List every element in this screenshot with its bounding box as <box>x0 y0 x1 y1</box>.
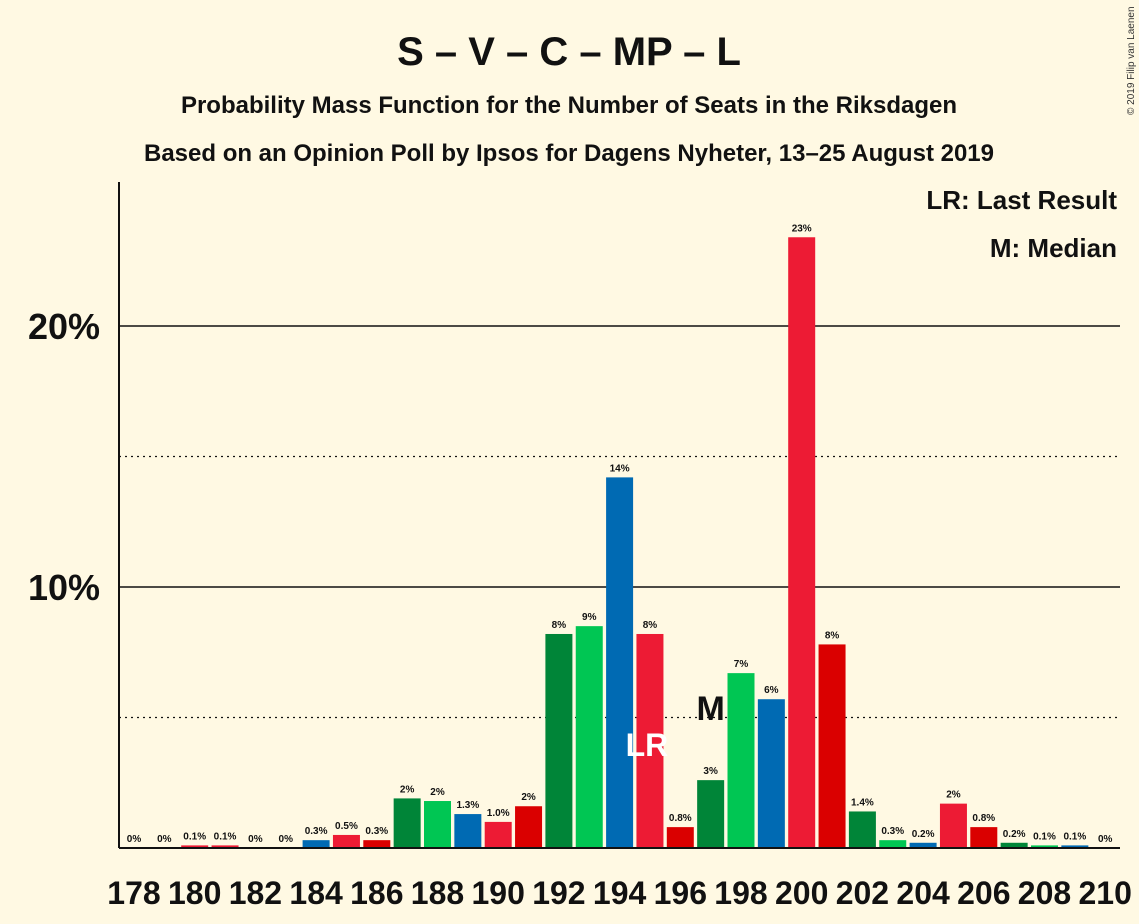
value-label-183: 0% <box>279 834 294 845</box>
x-tick-label-192: 192 <box>532 875 585 911</box>
value-label-192: 8% <box>552 620 567 631</box>
bar-207 <box>1000 842 1028 848</box>
x-tick-label-184: 184 <box>289 875 343 911</box>
bar-202 <box>848 811 876 848</box>
x-tick-label-196: 196 <box>654 875 707 911</box>
x-tick-label-186: 186 <box>350 875 403 911</box>
x-tick-label-188: 188 <box>411 875 464 911</box>
chart-subtitle-1: Probability Mass Function for the Number… <box>181 92 957 119</box>
y-tick-label-1: 20% <box>28 306 100 347</box>
value-label-191: 2% <box>521 792 536 803</box>
legend-median: M: Median <box>990 233 1117 263</box>
value-label-196: 0.8% <box>669 813 692 824</box>
value-label-205: 2% <box>946 790 961 801</box>
bar-184 <box>302 840 330 848</box>
value-label-190: 1.0% <box>487 808 510 819</box>
last-result-marker: LR <box>626 727 669 763</box>
bar-201 <box>818 644 846 848</box>
x-tick-label-180: 180 <box>168 875 221 911</box>
legend-last-result: LR: Last Result <box>926 185 1117 215</box>
value-label-187: 2% <box>400 784 415 795</box>
x-tick-label-190: 190 <box>472 875 525 911</box>
value-label-202: 1.4% <box>851 797 874 808</box>
value-label-181: 0.1% <box>214 831 237 842</box>
bar-205 <box>939 803 967 848</box>
bar-198 <box>727 673 755 848</box>
bar-180 <box>181 845 209 848</box>
bar-187 <box>393 798 421 848</box>
bar-191 <box>515 806 543 848</box>
value-label-199: 6% <box>764 685 779 696</box>
bar-196 <box>666 827 694 848</box>
value-labels-group: 0% 0% 0.1% 0.1% 0% 0% 0.3% 0.5% 0.3% 2% 2% 1.3% 1.0%… <box>127 223 1113 845</box>
y-tick-labels: 10% 20% <box>28 306 100 608</box>
value-label-193: 9% <box>582 612 597 623</box>
value-label-188: 2% <box>430 787 445 798</box>
bar-203 <box>879 840 907 848</box>
chart-subtitle-2: Based on an Opinion Poll by Ipsos for Da… <box>144 140 994 167</box>
chart-title: S – V – C – MP – L <box>397 30 741 74</box>
bar-208 <box>1031 845 1058 848</box>
bar-199 <box>757 699 785 848</box>
bar-189 <box>454 814 482 848</box>
x-tick-label-198: 198 <box>714 875 767 911</box>
bars-group <box>181 237 1089 848</box>
value-label-209: 0.1% <box>1063 831 1086 842</box>
value-label-178: 0% <box>127 834 142 845</box>
median-marker: M <box>696 690 724 728</box>
value-label-184: 0.3% <box>305 826 328 837</box>
x-tick-label-206: 206 <box>957 875 1010 911</box>
value-label-182: 0% <box>248 834 263 845</box>
x-tick-label-200: 200 <box>775 875 828 911</box>
bar-200 <box>788 237 816 848</box>
y-tick-label-0: 10% <box>28 567 100 608</box>
x-tick-label-204: 204 <box>896 875 950 911</box>
bar-186 <box>363 840 391 848</box>
copyright-credit: © 2019 Filip van Laenen <box>1126 6 1137 115</box>
bar-204 <box>909 842 937 848</box>
value-label-197: 3% <box>703 766 718 777</box>
value-label-195: 8% <box>643 620 658 631</box>
x-tick-label-182: 182 <box>229 875 282 911</box>
value-label-206: 0.8% <box>972 813 995 824</box>
bar-194 <box>606 477 634 848</box>
bar-195 <box>636 633 664 848</box>
value-label-201: 8% <box>825 630 840 641</box>
value-label-194: 14% <box>610 463 630 474</box>
bar-209 <box>1061 845 1089 848</box>
bar-193 <box>575 626 603 848</box>
bar-188 <box>424 801 451 848</box>
value-label-204: 0.2% <box>912 829 935 840</box>
value-label-203: 0.3% <box>881 826 904 837</box>
value-label-210: 0% <box>1098 834 1113 845</box>
value-label-179: 0% <box>157 834 172 845</box>
value-label-186: 0.3% <box>365 826 388 837</box>
bar-206 <box>970 827 998 848</box>
x-tick-label-178: 178 <box>107 875 160 911</box>
value-label-180: 0.1% <box>183 831 206 842</box>
value-label-198: 7% <box>734 659 749 670</box>
value-label-208: 0.1% <box>1033 831 1056 842</box>
bar-185 <box>332 834 360 848</box>
bar-197 <box>697 780 725 848</box>
bar-190 <box>484 821 512 848</box>
value-label-207: 0.2% <box>1003 829 1026 840</box>
x-tick-label-208: 208 <box>1018 875 1071 911</box>
value-label-189: 1.3% <box>456 800 479 811</box>
value-label-185: 0.5% <box>335 821 358 832</box>
x-tick-label-202: 202 <box>836 875 889 911</box>
value-label-200: 23% <box>792 223 812 234</box>
bar-192 <box>545 633 573 848</box>
x-tick-label-210: 210 <box>1079 875 1132 911</box>
x-tick-label-194: 194 <box>593 875 647 911</box>
x-tick-labels: 178 180 182 184 186 188 190 192 194 196 198 200 202 2… <box>107 875 1132 911</box>
bar-181 <box>211 845 239 848</box>
markers-group: M LR <box>626 690 725 763</box>
